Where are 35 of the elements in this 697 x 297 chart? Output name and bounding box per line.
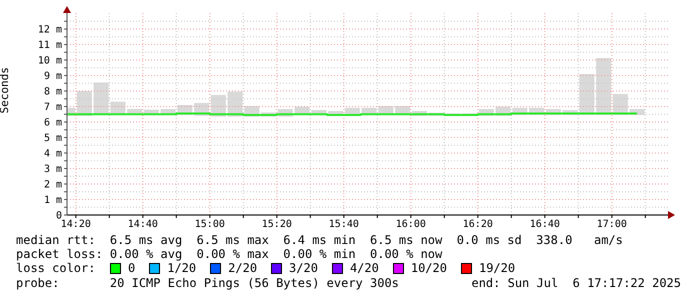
- text: end: Sun Jul 6 17:17:22 2025: [471, 276, 681, 290]
- x-tick-label: 17:00: [596, 219, 627, 230]
- text: 3/20: [289, 261, 318, 275]
- y-tick-label: 10 m: [38, 56, 62, 67]
- y-tick-label: 0: [56, 210, 62, 222]
- x-tick-label: 16:00: [396, 219, 426, 230]
- text: 19/20: [478, 261, 516, 275]
- x-tick-label: 16:40: [530, 219, 560, 230]
- x-tick-label: 14:20: [60, 219, 91, 230]
- x-tick-label: 14:40: [128, 219, 158, 230]
- x-tick-label: 15:40: [328, 219, 359, 230]
- y-tick-label: 3 m: [44, 164, 62, 176]
- text: packet loss: 0.00 % avg 0.00 % max 0.00 % min 0.00 % now: [16, 247, 442, 261]
- text: 2/20: [228, 261, 258, 275]
- y-tick-label: 1 m: [44, 195, 62, 206]
- text: 1/20: [167, 261, 196, 275]
- text: loss color:: [16, 261, 96, 275]
- x-tick-label: 15:20: [262, 219, 292, 230]
- x-tick-label: 15:00: [194, 219, 225, 230]
- y-tick-label: 5 m: [44, 133, 62, 144]
- text: 10/20: [410, 261, 447, 275]
- x-tick-label: 16:20: [462, 219, 493, 230]
- y-tick-label: 12 m: [38, 24, 62, 36]
- y-tick-label: 9 m: [44, 71, 62, 82]
- text: 4/20: [350, 261, 379, 275]
- y-tick-label: 8 m: [44, 86, 62, 98]
- y-tick-label: 11 m: [38, 40, 62, 52]
- text: 0: [128, 261, 136, 275]
- y-tick-label: 7 m: [44, 102, 62, 114]
- y-axis-title: Seconds: [0, 67, 11, 114]
- y-tick-label: 2 m: [44, 180, 62, 191]
- y-tick-label: 4 m: [44, 148, 62, 160]
- y-tick-label: 6 m: [44, 118, 62, 129]
- text: probe: 20 ICMP Echo Pings (56 Bytes) every 300s: [16, 276, 399, 290]
- text: median rtt: 6.5 ms avg 6.5 ms max 6.4 ms min 6.5 ms now 0.0 ms sd 338.0 am/s: [16, 233, 623, 247]
